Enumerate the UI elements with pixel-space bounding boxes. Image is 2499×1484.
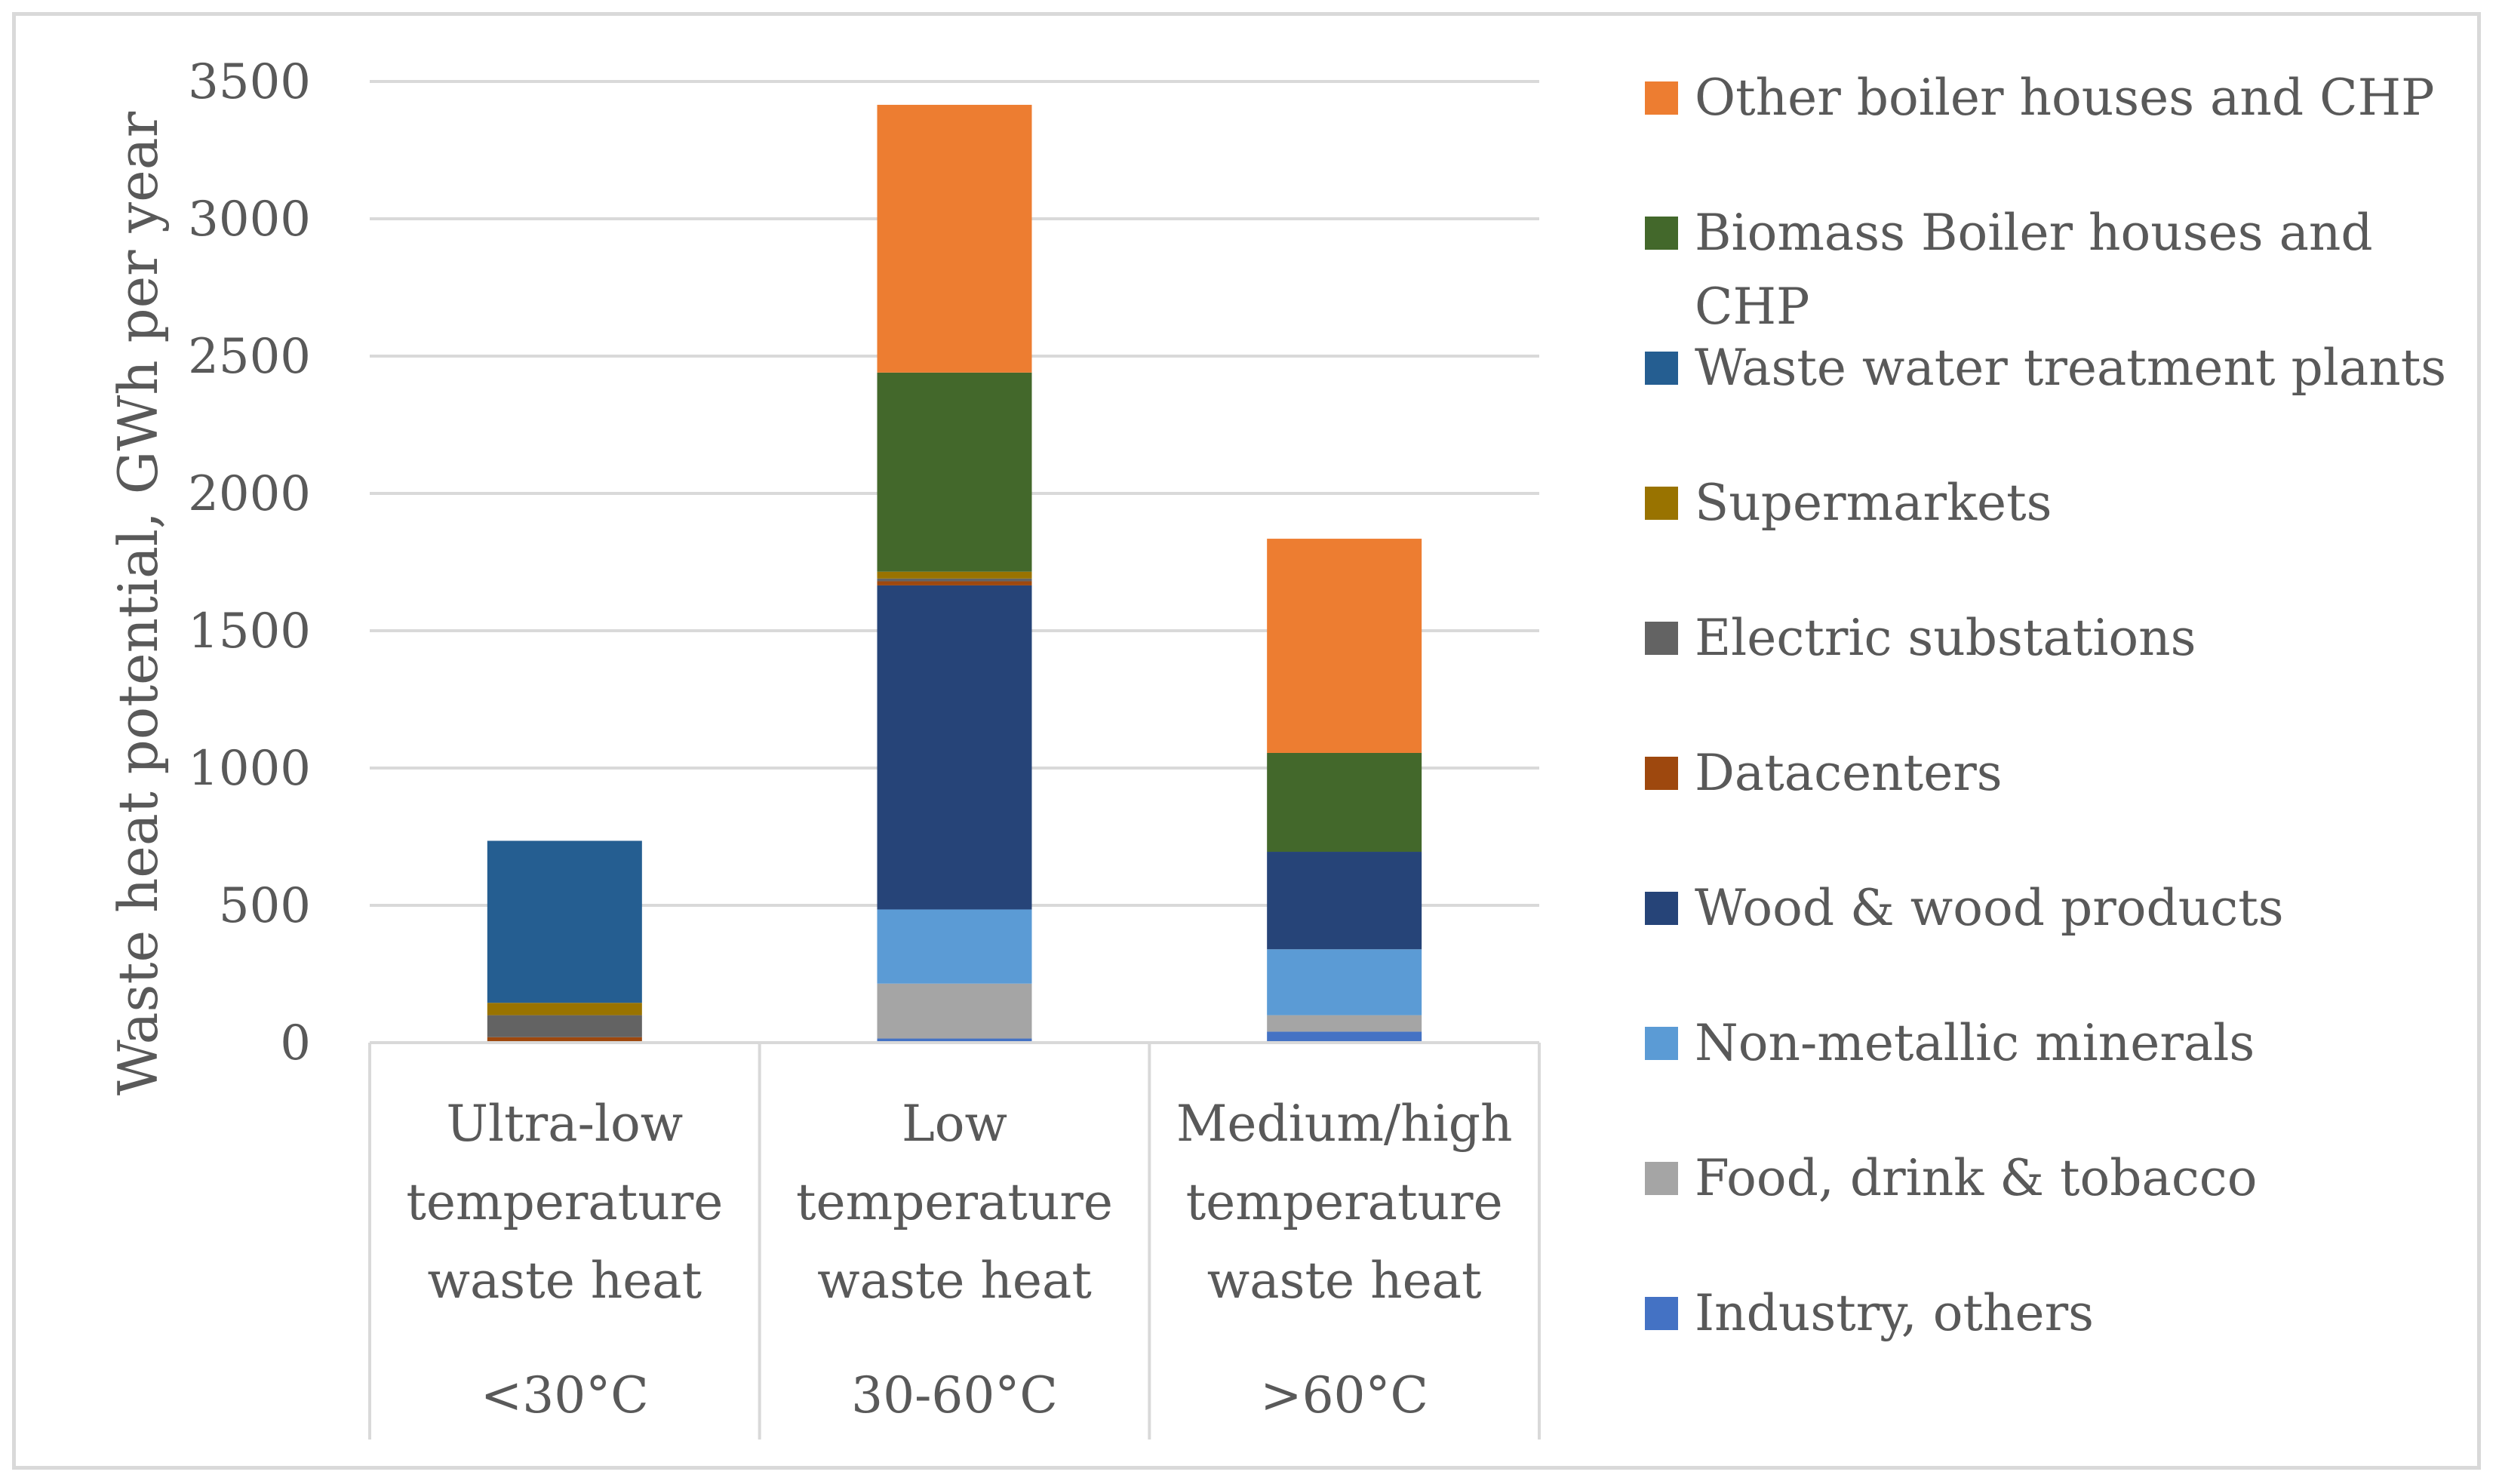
legend: Other boiler houses and CHP Biomass Boile… [1645,69,2446,1342]
legend-swatch [1645,1297,1678,1330]
axes: Ultra-low temperature waste heat <30°C Low te… [368,1041,1541,1439]
x-category-range-label: >60°C [1260,1366,1428,1424]
y-tick-label: 2000 [188,466,311,522]
legend-label: Other boiler houses and CHP [1695,69,2435,127]
bars [487,104,1422,1043]
legend-label: Food, drink & tobacco [1695,1149,2258,1207]
gridlines: 0 500 1000 1500 2000 2500 3000 3500 [188,54,1539,1071]
y-tick-label: 3500 [188,54,311,110]
legend-label: Non-metallic minerals [1695,1014,2255,1072]
legend-swatch [1645,217,1678,250]
legend-swatch [1645,622,1678,655]
bar-segment [877,1038,1032,1043]
bar-segment [877,104,1032,373]
y-axis-title: Waste heat potential, GWh per year [106,111,170,1095]
bar-segment [1267,539,1422,753]
bar-segment [1267,752,1422,853]
legend-swatch [1645,1162,1678,1195]
bar-segment [877,571,1032,579]
bar-segment [487,1015,642,1037]
legend-swatch [1645,1027,1678,1060]
legend-swatch [1645,757,1678,790]
bar-segment [487,1003,642,1015]
bar-segment [877,909,1032,984]
y-tick-label: 0 [280,1015,311,1071]
bar-segment [1267,949,1422,1015]
chart-frame [12,12,2481,1470]
bar-segment [1267,1031,1422,1043]
legend-label: Datacenters [1695,744,2003,802]
legend-label: Industry, others [1695,1284,2094,1342]
x-category-range-label: <30°C [481,1366,649,1424]
x-category-label: Ultra-low temperature waste heat [406,1095,723,1310]
bar-segment [877,578,1032,582]
x-category-label: Low temperature waste heat [796,1095,1113,1310]
y-tick-label: 1500 [188,604,311,659]
bar-segment [1267,852,1422,950]
y-tick-label: 2500 [188,329,311,385]
bar-segment [877,372,1032,572]
bar-segment [877,581,1032,585]
bar-segment [1267,1015,1422,1032]
y-tick-label: 500 [219,878,311,934]
legend-label: Wood & wood products [1695,879,2284,937]
bar-segment [877,983,1032,1039]
legend-swatch [1645,352,1678,385]
x-category-range-label: 30-60°C [851,1366,1058,1424]
bar-segment [877,585,1032,910]
legend-label: Waste water treatment plants [1695,339,2446,397]
x-category-label: Medium/high temperature waste heat [1176,1095,1513,1310]
legend-swatch [1645,81,1678,115]
legend-label: Supermarkets [1695,474,2052,532]
y-tick-label: 3000 [188,192,311,247]
bar-segment [487,1037,642,1043]
legend-label: Electric substations [1695,609,2196,667]
bar-segment [487,840,642,1003]
legend-swatch [1645,487,1678,520]
legend-label: Biomass Boiler houses and CHP [1695,204,2373,336]
legend-swatch [1645,892,1678,925]
y-tick-label: 1000 [188,741,311,797]
